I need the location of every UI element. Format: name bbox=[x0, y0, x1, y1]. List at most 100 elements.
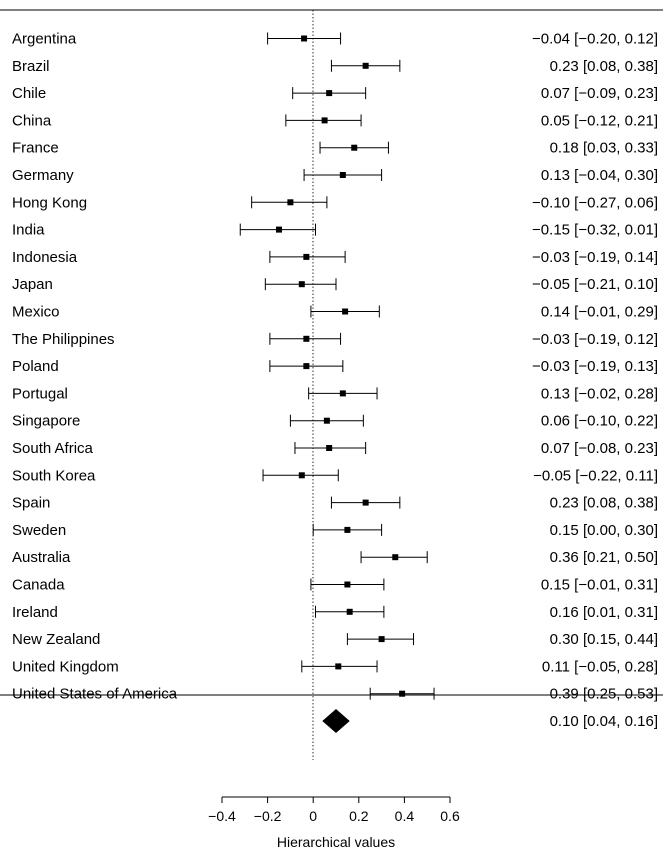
x-tick-label: −0.2 bbox=[254, 808, 282, 824]
point-estimate bbox=[351, 144, 358, 151]
estimate-value-label: −0.05 [−0.22, 0.11] bbox=[533, 467, 658, 484]
estimate-value-label: 0.15 [−0.01, 0.31] bbox=[541, 577, 658, 594]
country-label: South Africa bbox=[12, 440, 94, 457]
study-row: Canada 0.15 [−0.01, 0.31] bbox=[12, 577, 658, 594]
estimate-value-label: 0.05 [−0.12, 0.21] bbox=[541, 112, 658, 129]
country-label: Spain bbox=[12, 495, 50, 512]
point-estimate bbox=[326, 445, 333, 451]
country-label: Chile bbox=[12, 85, 46, 102]
estimate-value-label: 0.30 [0.15, 0.44] bbox=[550, 631, 658, 648]
study-row: Portugal 0.13 [−0.02, 0.28] bbox=[12, 385, 658, 402]
point-estimate bbox=[362, 62, 369, 69]
point-estimate bbox=[392, 554, 399, 561]
study-row: China 0.05 [−0.12, 0.21] bbox=[12, 112, 658, 129]
country-label: Germany bbox=[12, 167, 74, 184]
study-row: Chile 0.07 [−0.09, 0.23] bbox=[12, 85, 658, 102]
point-estimate bbox=[342, 308, 349, 315]
study-row: South Africa 0.07 [−0.08, 0.23] bbox=[12, 440, 658, 457]
study-row: Ireland 0.16 [0.01, 0.31] bbox=[12, 604, 658, 621]
point-estimate bbox=[323, 417, 330, 424]
x-axis-ticks: −0.4 −0.2 0 0.2 0.4 0.6 bbox=[208, 797, 460, 824]
estimate-value-label: −0.15 [−0.32, 0.01] bbox=[532, 222, 658, 239]
point-estimate bbox=[303, 363, 310, 370]
study-row: South Korea −0.05 [−0.22, 0.11] bbox=[12, 467, 658, 484]
country-label: Australia bbox=[12, 549, 71, 566]
point-estimate bbox=[339, 172, 346, 178]
estimate-value-label: 0.13 [−0.04, 0.30] bbox=[541, 167, 658, 184]
estimate-value-label: 0.14 [−0.01, 0.29] bbox=[541, 304, 658, 321]
point-estimate bbox=[344, 526, 351, 533]
study-row: France 0.18 [0.03, 0.33] bbox=[12, 140, 658, 157]
study-row: Hong Kong −0.10 [−0.27, 0.06] bbox=[12, 194, 658, 211]
study-row: United States of America 0.39 [0.25, 0.53… bbox=[12, 686, 658, 703]
study-row: Spain 0.23 [0.08, 0.38] bbox=[12, 495, 658, 512]
x-axis: −0.4 −0.2 0 0.2 0.4 0.6 Hierarchical values bbox=[208, 796, 460, 850]
estimate-value-label: −0.03 [−0.19, 0.13] bbox=[532, 358, 658, 375]
estimate-value-label: −0.05 [−0.21, 0.10] bbox=[532, 276, 658, 293]
estimate-value-label: 0.23 [0.08, 0.38] bbox=[550, 495, 658, 512]
point-estimate bbox=[276, 226, 282, 233]
estimate-value-label: 0.23 [0.08, 0.38] bbox=[550, 58, 658, 75]
estimate-value-label: 0.06 [−0.10, 0.22] bbox=[541, 413, 658, 430]
estimate-value-label: 0.13 [−0.02, 0.28] bbox=[541, 385, 658, 402]
study-row: Japan −0.05 [−0.21, 0.10] bbox=[12, 276, 658, 293]
estimate-value-label: 0.07 [−0.08, 0.23] bbox=[541, 440, 658, 457]
point-estimate bbox=[344, 581, 351, 588]
study-row: Poland −0.03 [−0.19, 0.13] bbox=[12, 358, 658, 375]
point-estimate bbox=[298, 281, 305, 288]
estimate-value-label: 0.16 [0.01, 0.31] bbox=[550, 604, 658, 621]
estimate-value-label: −0.10 [−0.27, 0.06] bbox=[532, 194, 658, 211]
country-label: Portugal bbox=[12, 385, 68, 402]
study-row: Germany 0.13 [−0.04, 0.30] bbox=[12, 167, 658, 184]
study-row: Sweden 0.15 [0.00, 0.30] bbox=[12, 522, 658, 539]
summary-estimate: 0.10 [0.04, 0.16] bbox=[322, 709, 658, 733]
country-label: United States of America bbox=[12, 686, 178, 703]
country-label: Canada bbox=[12, 577, 65, 594]
country-label: South Korea bbox=[12, 467, 96, 484]
point-estimate bbox=[298, 472, 305, 479]
country-label: Indonesia bbox=[12, 249, 78, 266]
country-label: Sweden bbox=[12, 522, 66, 539]
country-label: China bbox=[12, 112, 52, 129]
study-row: Indonesia −0.03 [−0.19, 0.14] bbox=[12, 249, 658, 266]
x-tick-label: 0 bbox=[309, 808, 317, 824]
estimate-value-label: 0.11 [−0.05, 0.28] bbox=[542, 658, 658, 675]
summary-value-label: 0.10 [0.04, 0.16] bbox=[550, 713, 658, 730]
study-row: Singapore 0.06 [−0.10, 0.22] bbox=[12, 413, 658, 430]
country-label: Mexico bbox=[12, 304, 60, 321]
estimate-value-label: −0.03 [−0.19, 0.12] bbox=[532, 331, 658, 348]
point-estimate bbox=[303, 253, 310, 260]
country-label: France bbox=[12, 140, 59, 157]
study-row: New Zealand 0.30 [0.15, 0.44] bbox=[12, 631, 658, 648]
estimate-value-label: 0.15 [0.00, 0.30] bbox=[550, 522, 658, 539]
country-label: Hong Kong bbox=[12, 194, 87, 211]
estimate-value-label: 0.39 [0.25, 0.53] bbox=[550, 686, 658, 703]
country-label: New Zealand bbox=[12, 631, 100, 648]
summary-diamond bbox=[322, 709, 350, 733]
point-estimate bbox=[399, 690, 406, 697]
study-row: Argentina −0.04 [−0.20, 0.12] bbox=[12, 31, 658, 48]
x-tick-label: 0.6 bbox=[440, 808, 460, 824]
study-rows: Argentina −0.04 [−0.20, 0.12] Brazil 0.23 [… bbox=[12, 31, 658, 703]
point-estimate bbox=[362, 499, 369, 506]
study-row: United Kingdom 0.11 [−0.05, 0.28] bbox=[12, 658, 658, 675]
study-row: Mexico 0.14 [−0.01, 0.29] bbox=[12, 304, 658, 321]
point-estimate bbox=[287, 199, 294, 206]
country-label: Ireland bbox=[12, 604, 58, 621]
point-estimate bbox=[378, 636, 385, 643]
x-tick-label: −0.4 bbox=[208, 808, 236, 824]
point-estimate bbox=[303, 335, 310, 342]
point-estimate bbox=[339, 390, 346, 397]
study-row: Brazil 0.23 [0.08, 0.38] bbox=[12, 58, 658, 75]
point-estimate bbox=[326, 90, 333, 97]
study-row: Australia 0.36 [0.21, 0.50] bbox=[12, 549, 658, 566]
study-row: India −0.15 [−0.32, 0.01] bbox=[12, 222, 658, 239]
x-tick-label: 0.2 bbox=[349, 808, 369, 824]
country-label: Japan bbox=[12, 276, 53, 293]
estimate-value-label: −0.03 [−0.19, 0.14] bbox=[532, 249, 658, 266]
estimate-value-label: 0.36 [0.21, 0.50] bbox=[550, 549, 658, 566]
point-estimate bbox=[346, 608, 353, 615]
country-label: Singapore bbox=[12, 413, 80, 430]
x-axis-title: Hierarchical values bbox=[277, 834, 395, 850]
